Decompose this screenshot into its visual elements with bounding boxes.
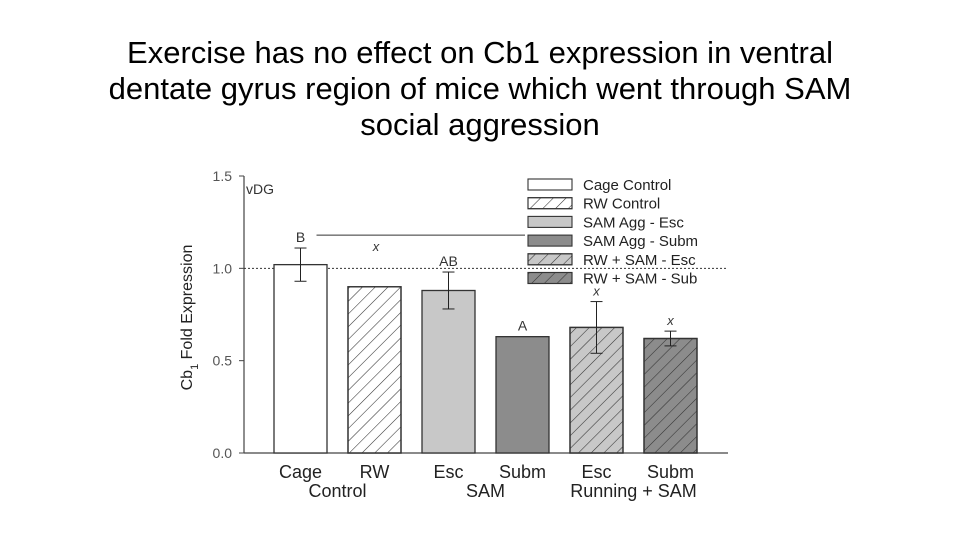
legend-swatch-2 (527, 215, 573, 228)
bar-2 (421, 289, 476, 454)
y-axis-label: Cb1 Fold Expression (179, 245, 201, 391)
group-label-0: Control (308, 481, 366, 501)
y-tick-label-0: 0.0 (213, 445, 233, 461)
category-label-2: Esc (433, 462, 463, 482)
significance-label-5: x (666, 313, 674, 328)
legend-label-5: RW + SAM - Sub (583, 271, 697, 288)
y-tick-label-3: 1.5 (213, 168, 233, 184)
title-line-1: Exercise has no effect on Cb1 expression… (127, 34, 833, 70)
legend-label-3: SAM Agg - Subm (583, 233, 698, 250)
panel-label: vDG (246, 181, 274, 197)
bracket-annotation: x (372, 239, 380, 254)
category-label-1: RW (360, 462, 390, 482)
legend-swatch-3 (527, 234, 573, 247)
slide-title: Exercise has no effect on Cb1 expression… (0, 35, 960, 143)
group-label-1: SAM (466, 481, 505, 501)
category-label-0: Cage (279, 462, 322, 482)
category-label-5: Subm (647, 462, 694, 482)
significance-label-0: B (296, 229, 305, 245)
bar-3 (495, 336, 550, 454)
bar-hatch-1 (347, 286, 402, 454)
legend-swatch-hatch-1 (527, 197, 573, 210)
legend-swatch-hatch-4 (527, 253, 573, 266)
legend-swatch-hatch-5 (527, 271, 573, 285)
significance-label-4: x (592, 284, 600, 299)
significance-label-3: A (518, 318, 528, 334)
y-tick-label-1: 0.5 (213, 353, 233, 369)
legend-label-4: RW + SAM - Esc (583, 252, 696, 269)
bar-hatch-5 (643, 337, 698, 454)
title-line-3: social aggression (360, 106, 600, 142)
y-tick-label-2: 1.0 (213, 260, 233, 276)
legend-label-1: RW Control (583, 196, 660, 213)
title-line-2: dentate gyrus region of mice which went … (108, 70, 852, 106)
legend-label-2: SAM Agg - Esc (583, 214, 684, 231)
legend-swatch-0 (527, 178, 573, 191)
bar-0 (273, 263, 328, 454)
significance-label-2: AB (439, 253, 458, 269)
group-label-2: Running + SAM (570, 481, 697, 501)
legend-label-0: Cage Control (583, 177, 671, 194)
category-label-4: Esc (581, 462, 611, 482)
category-label-3: Subm (499, 462, 546, 482)
